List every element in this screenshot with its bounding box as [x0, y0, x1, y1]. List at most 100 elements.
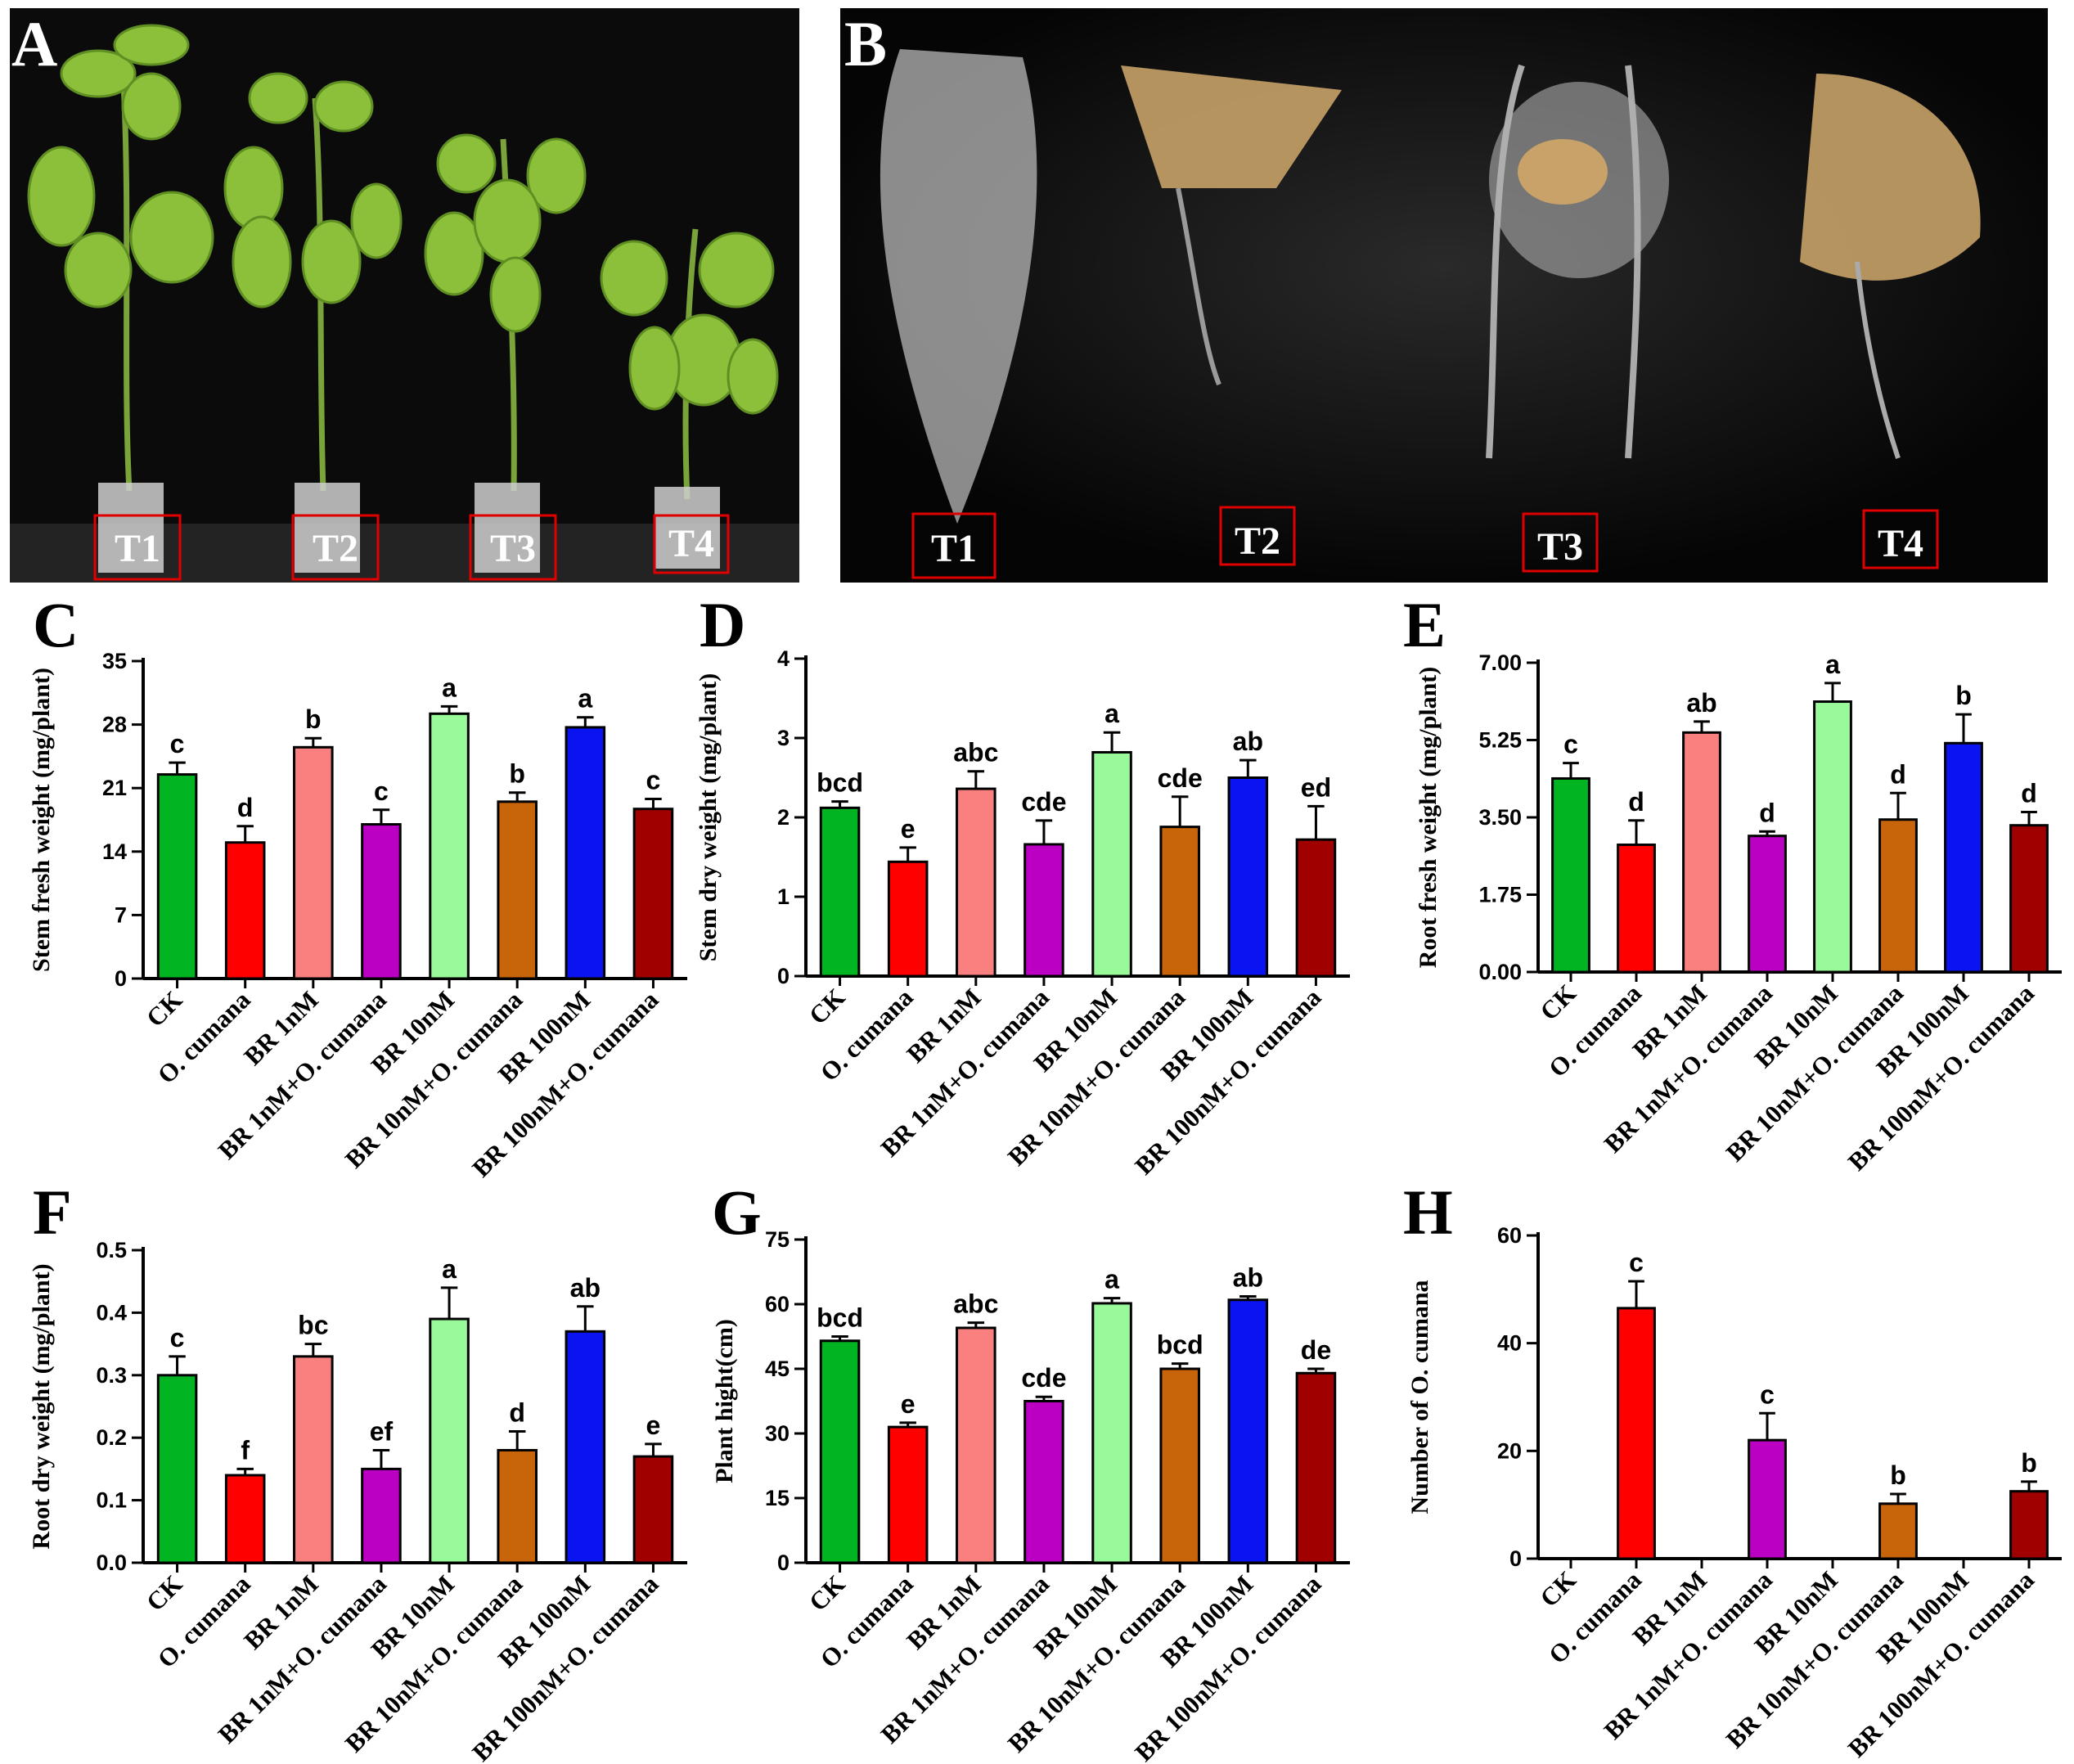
y-axis-label: Stem dry weight (mg/plant): [695, 673, 722, 961]
significance-letter: a: [578, 684, 592, 713]
bar: [1159, 1367, 1200, 1564]
panel-letter-e: E: [1403, 589, 1446, 660]
y-tick-label: 4: [777, 646, 790, 671]
bar: [1159, 826, 1200, 978]
significance-letter: c: [374, 776, 389, 806]
significance-letter: b: [1955, 681, 1972, 710]
significance-letter: cde: [1021, 1363, 1066, 1393]
significance-letter: b: [1890, 1460, 1906, 1490]
x-tick-label: CK: [1534, 1565, 1581, 1613]
bar: [429, 1317, 470, 1564]
bar: [956, 1326, 997, 1564]
y-tick-label: 0.1: [96, 1488, 127, 1513]
bar: [1091, 750, 1132, 978]
x-tick-label: CK: [1534, 979, 1581, 1026]
bar: [497, 1448, 538, 1564]
plant-illustrations: [27, 24, 779, 500]
bar: [1295, 1371, 1337, 1564]
treatment-labels-a: T1 T2 T3 T4: [115, 522, 714, 570]
panel-letter-f: F: [33, 1177, 72, 1248]
significance-letter: a: [442, 673, 457, 702]
treatment-label-t2: T2: [1235, 520, 1280, 563]
significance-letter: e: [901, 814, 916, 844]
bar: [1551, 776, 1590, 974]
bar: [565, 726, 606, 980]
bar: [1024, 1400, 1064, 1564]
bar: [156, 773, 198, 980]
y-tick-label: 75: [765, 1227, 790, 1252]
panel-letter-d: D: [700, 589, 745, 660]
significance-letter: b: [2021, 1448, 2037, 1478]
y-axis-label: Number of O. cumana: [1406, 1280, 1433, 1514]
significance-letter: ab: [1233, 727, 1263, 756]
bar: [1878, 1502, 1918, 1560]
significance-letter: ab: [570, 1273, 601, 1303]
y-tick-label: 0.0: [96, 1550, 127, 1575]
bar: [1878, 818, 1918, 974]
bar: [1682, 731, 1721, 974]
significance-letter: b: [509, 759, 525, 789]
significance-letter: d: [509, 1398, 525, 1428]
significance-letter: e: [901, 1389, 916, 1419]
treatment-label-t2: T2: [313, 527, 358, 570]
y-tick-label: 0: [1509, 1546, 1522, 1571]
bar: [565, 1330, 606, 1564]
y-tick-label: 3: [777, 726, 790, 750]
bar: [361, 823, 402, 980]
significance-letter: e: [646, 1411, 661, 1440]
y-tick-label: 35: [102, 649, 127, 673]
treatment-labels-b: T1 T2 T3 T4: [931, 520, 1923, 570]
treatment-label-t1: T1: [115, 527, 160, 570]
bar: [1227, 1298, 1269, 1564]
panel-letter-b: B: [844, 8, 887, 79]
x-tick-label: CK: [141, 985, 188, 1033]
y-tick-label: 20: [1497, 1438, 1522, 1463]
root-illustrations: [880, 49, 1981, 524]
y-tick-label: 0.00: [1478, 960, 1522, 984]
significance-letter: abc: [953, 1289, 998, 1319]
bar: [1617, 843, 1656, 974]
treatment-label-t3: T3: [1537, 525, 1583, 569]
bar: [819, 806, 861, 978]
bar: [1617, 1307, 1656, 1560]
treatment-label-t1: T1: [931, 527, 977, 570]
bar: [956, 787, 997, 978]
bar: [1944, 741, 1983, 974]
x-tick-label: CK: [141, 1569, 188, 1617]
significance-letter: a: [1104, 1265, 1119, 1294]
y-tick-label: 1: [777, 884, 790, 909]
bar: [632, 1455, 674, 1564]
panel-letter-a: A: [11, 8, 57, 79]
y-tick-label: 21: [102, 776, 127, 800]
treatment-label-t4: T4: [668, 522, 714, 565]
y-tick-label: 0: [115, 966, 127, 991]
significance-letter: a: [1825, 650, 1840, 679]
x-tick-label: CK: [803, 1569, 851, 1617]
y-tick-label: 0.3: [96, 1363, 127, 1388]
significance-letter: ab: [1686, 688, 1716, 718]
bar: [1091, 1302, 1132, 1564]
panel-letter-g: G: [712, 1177, 762, 1248]
significance-letter: d: [1759, 798, 1775, 827]
pot-illustrations: [98, 483, 720, 573]
panel-letter-c: C: [33, 589, 79, 660]
bar: [2009, 824, 2049, 974]
bar: [887, 1425, 929, 1564]
y-tick-label: 30: [765, 1421, 790, 1446]
bar: [361, 1467, 402, 1564]
significance-letter: abc: [953, 738, 998, 767]
y-axis-label: Root dry weight (mg/plant): [28, 1263, 55, 1549]
bar: [293, 745, 334, 980]
bar: [224, 841, 266, 980]
treatment-label-t3: T3: [490, 527, 536, 570]
significance-letter: bcd: [817, 768, 863, 798]
bar: [1024, 843, 1064, 978]
y-tick-label: 45: [765, 1357, 790, 1381]
significance-letter: d: [2021, 779, 2037, 808]
y-tick-label: 2: [777, 805, 790, 830]
bar: [224, 1474, 266, 1564]
y-tick-label: 1.75: [1478, 883, 1522, 907]
